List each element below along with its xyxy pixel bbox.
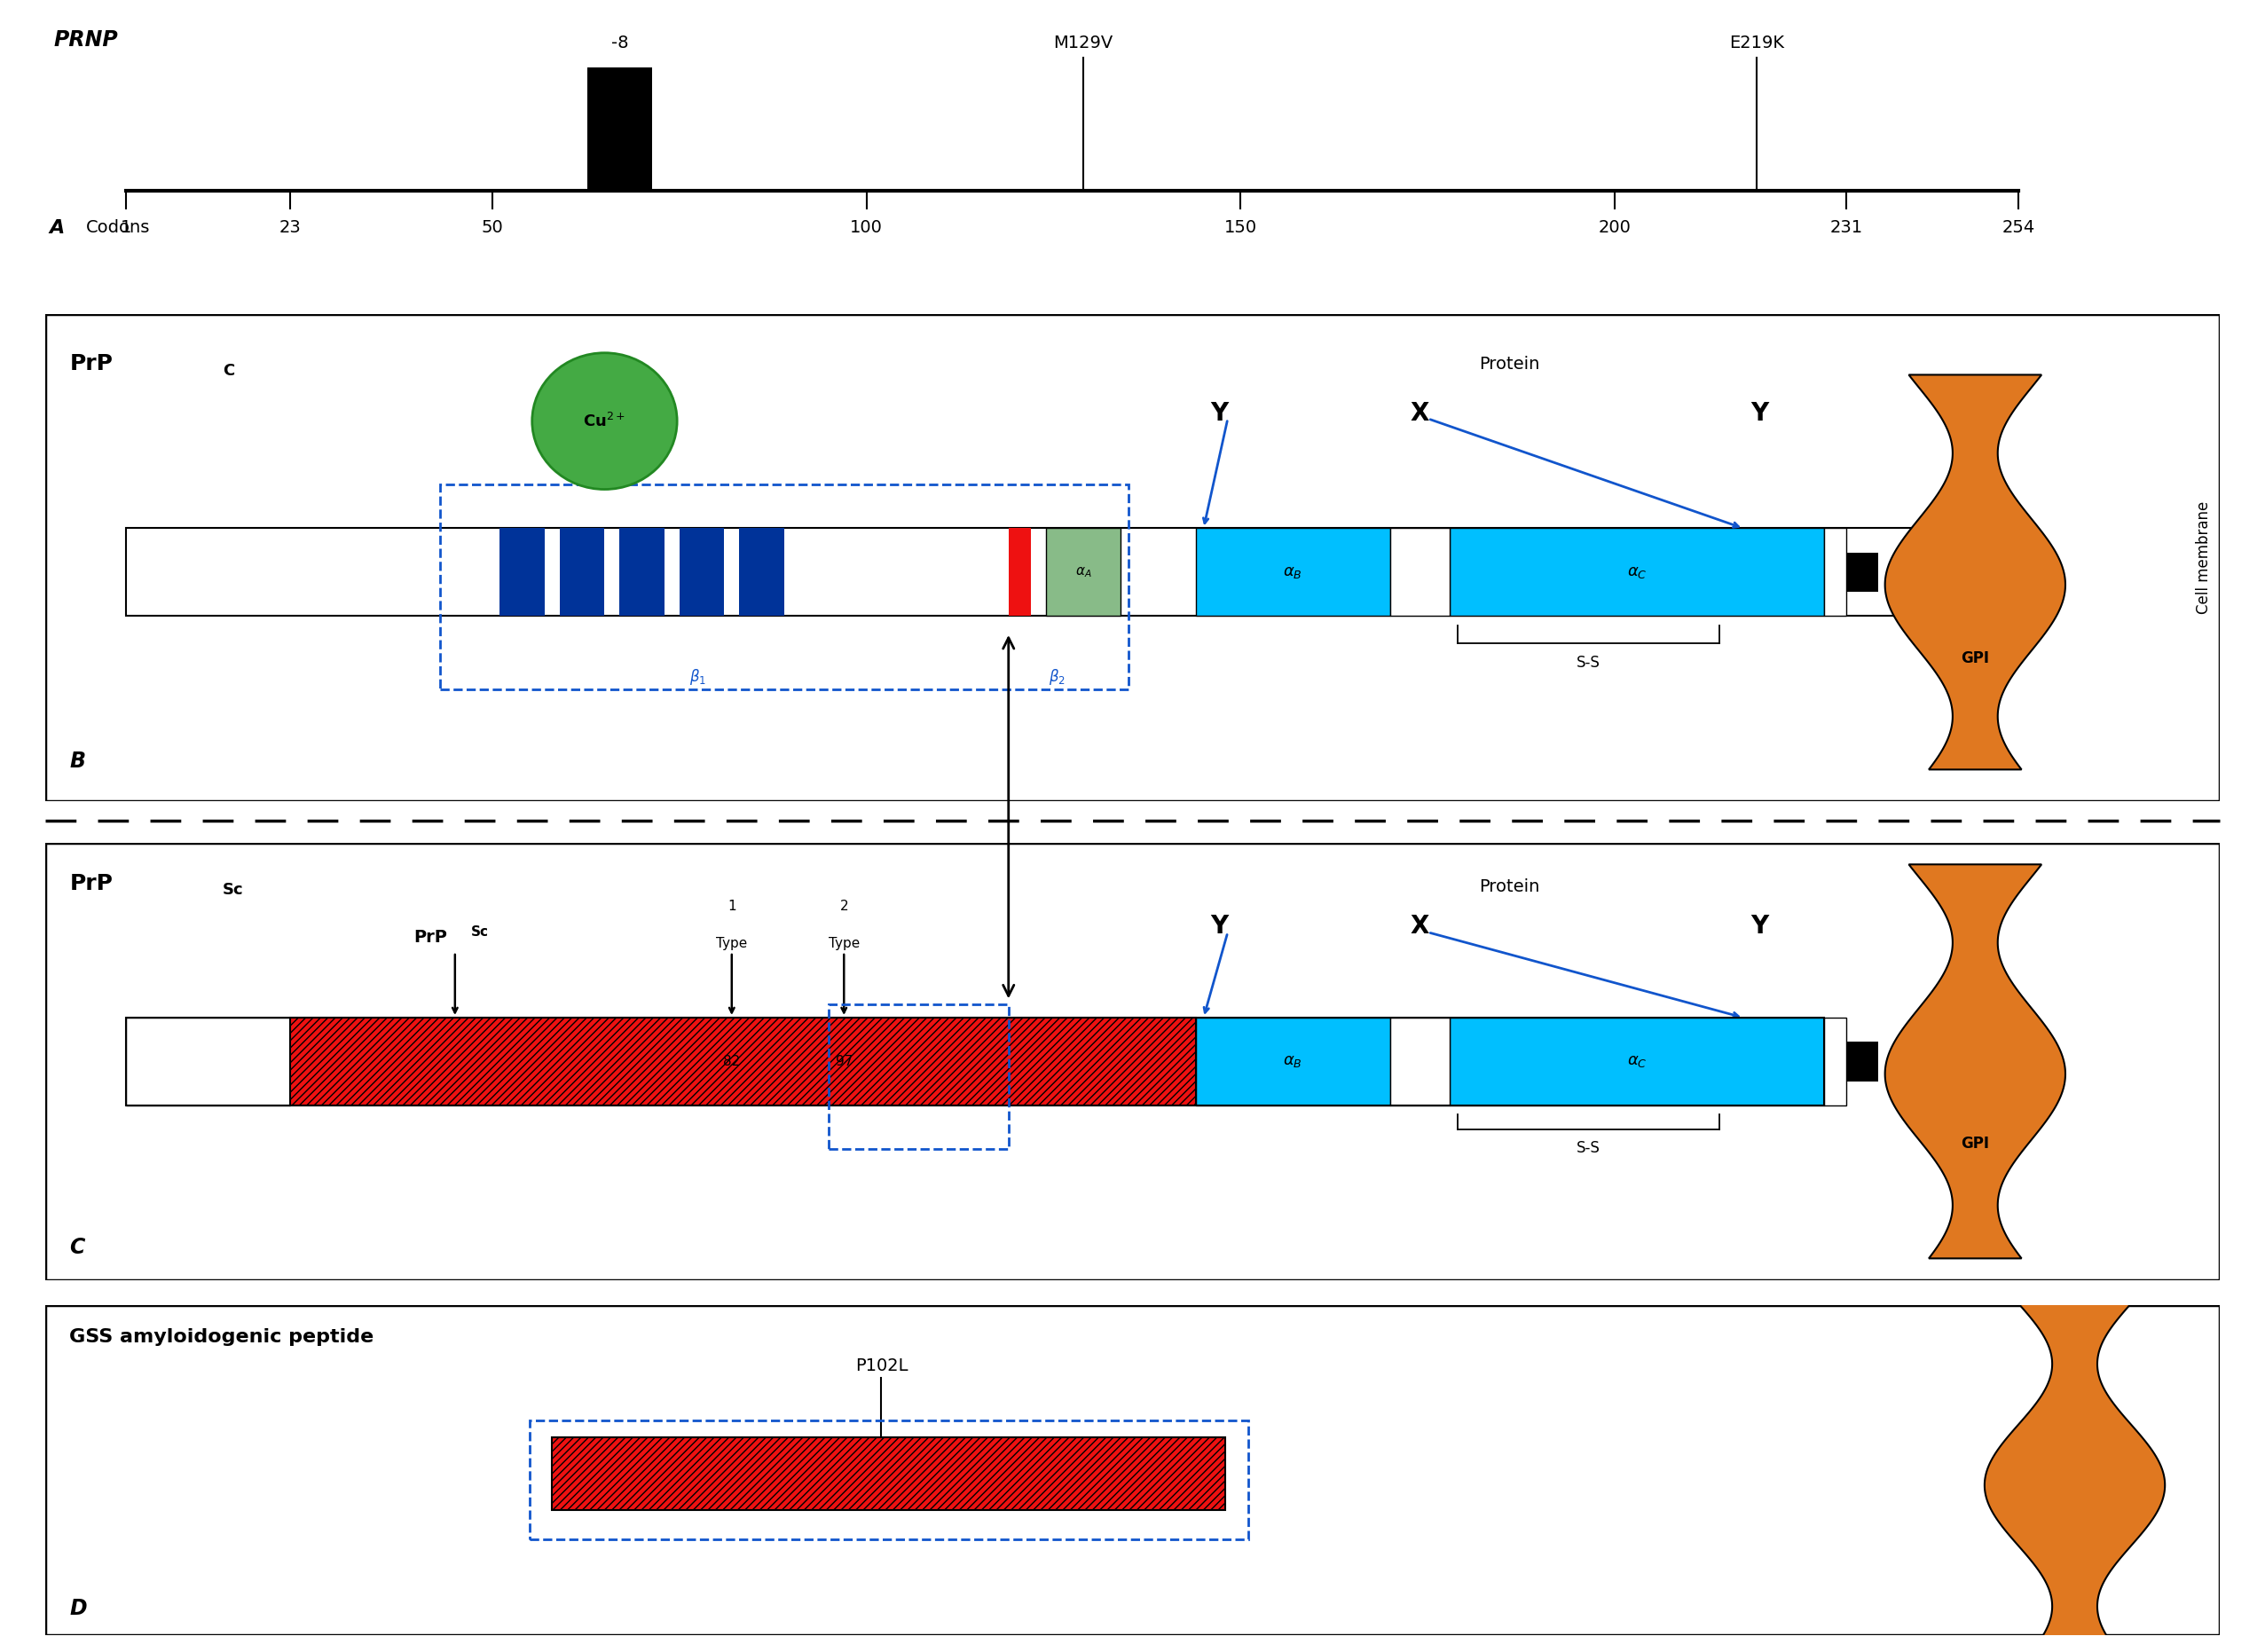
Text: C: C xyxy=(70,1237,84,1259)
Text: 200: 200 xyxy=(1599,218,1631,236)
Text: E219K: E219K xyxy=(1728,35,1785,51)
Bar xyxy=(587,68,652,190)
Text: Y: Y xyxy=(1751,914,1769,938)
Text: Protein: Protein xyxy=(1479,355,1540,372)
Text: M129V: M129V xyxy=(1053,35,1112,51)
Text: 97: 97 xyxy=(836,1054,852,1069)
Text: $\alpha_B$: $\alpha_B$ xyxy=(1282,565,1302,580)
Bar xyxy=(127,1018,1823,1105)
Text: Cell membrane: Cell membrane xyxy=(2195,501,2211,615)
Text: PrP: PrP xyxy=(70,354,113,373)
Ellipse shape xyxy=(532,354,677,489)
Bar xyxy=(1391,529,1450,616)
Text: PRNP: PRNP xyxy=(54,30,118,51)
Text: Protein: Protein xyxy=(1479,879,1540,895)
Text: S-S: S-S xyxy=(1576,654,1599,671)
Bar xyxy=(1846,552,1878,591)
Text: $\alpha_C$: $\alpha_C$ xyxy=(1626,1054,1647,1069)
Bar xyxy=(1846,1042,1878,1080)
Text: $\alpha_B$: $\alpha_B$ xyxy=(1282,1054,1302,1069)
Text: Sc: Sc xyxy=(222,882,242,899)
Bar xyxy=(621,529,664,616)
Text: Cu$^{2+}$: Cu$^{2+}$ xyxy=(584,413,625,430)
Text: $\beta_2$: $\beta_2$ xyxy=(1049,667,1065,687)
Text: B: B xyxy=(70,750,86,771)
Bar xyxy=(1450,529,1823,616)
Text: 82: 82 xyxy=(723,1054,741,1069)
Bar xyxy=(1450,1018,1823,1105)
Text: -8: -8 xyxy=(612,35,627,51)
Text: 150: 150 xyxy=(1223,218,1257,236)
Text: Codons: Codons xyxy=(86,218,149,236)
Text: P102L: P102L xyxy=(854,1358,908,1374)
Polygon shape xyxy=(1984,1292,2165,1652)
Bar xyxy=(1046,529,1121,616)
Bar xyxy=(1008,529,1031,616)
Text: Type: Type xyxy=(829,937,861,950)
Text: 23: 23 xyxy=(279,218,301,236)
Polygon shape xyxy=(1884,864,2066,1259)
Text: GPI: GPI xyxy=(1961,651,1989,666)
Bar xyxy=(553,1437,1225,1510)
Text: A: A xyxy=(50,218,66,236)
Bar xyxy=(127,1018,290,1105)
Text: $\alpha_C$: $\alpha_C$ xyxy=(1626,565,1647,580)
Text: S-S: S-S xyxy=(1576,1140,1599,1156)
Bar xyxy=(127,529,2018,616)
Text: Y: Y xyxy=(1212,401,1228,426)
Bar xyxy=(738,529,784,616)
Text: 50: 50 xyxy=(482,218,503,236)
Bar xyxy=(1196,1018,1391,1105)
Bar xyxy=(1391,1018,1450,1105)
Text: 100: 100 xyxy=(849,218,883,236)
Text: Y: Y xyxy=(1212,914,1228,938)
Bar xyxy=(290,1018,1196,1105)
Text: GSS amyloidogenic peptide: GSS amyloidogenic peptide xyxy=(70,1328,374,1346)
Bar xyxy=(1823,1018,1846,1105)
Text: 1: 1 xyxy=(727,899,736,912)
Bar xyxy=(1391,529,1450,616)
Text: 2: 2 xyxy=(840,899,847,912)
Bar xyxy=(1196,529,1391,616)
Text: Y: Y xyxy=(1751,401,1769,426)
Bar xyxy=(501,529,546,616)
Text: X: X xyxy=(1411,914,1429,938)
Bar xyxy=(680,529,725,616)
Text: D: D xyxy=(70,1597,86,1619)
Text: X: X xyxy=(1411,401,1429,426)
Polygon shape xyxy=(1884,375,2066,770)
Text: C: C xyxy=(222,362,233,378)
Text: 254: 254 xyxy=(2002,218,2034,236)
Text: 231: 231 xyxy=(1830,218,1862,236)
Text: Type: Type xyxy=(716,937,747,950)
Text: GPI: GPI xyxy=(1961,1137,1989,1151)
Text: 1: 1 xyxy=(120,218,131,236)
Text: $\beta_1$: $\beta_1$ xyxy=(689,667,707,687)
Bar xyxy=(1823,529,1846,616)
Text: Sc: Sc xyxy=(471,925,489,938)
Text: $\alpha_A$: $\alpha_A$ xyxy=(1076,565,1092,580)
Text: PrP: PrP xyxy=(412,928,446,945)
Text: PrP: PrP xyxy=(70,874,113,894)
Bar xyxy=(559,529,605,616)
